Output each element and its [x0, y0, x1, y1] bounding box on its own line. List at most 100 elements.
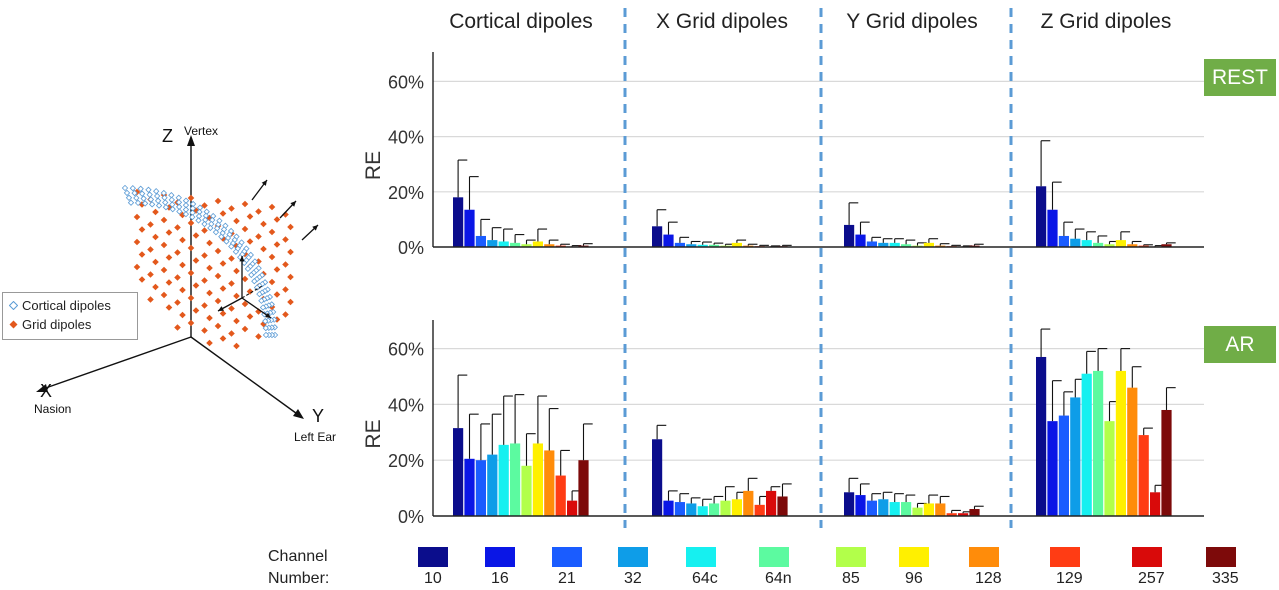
cortical-dipole-marker — [121, 184, 129, 192]
bar-rest-64c — [697, 244, 708, 247]
local-axis-arrow-head — [218, 306, 224, 311]
cortical-dipole-marker — [253, 284, 261, 291]
local-axis-arrow-head — [265, 312, 271, 318]
cortical-dipole-marker — [264, 286, 271, 293]
grid-dipole-marker — [241, 275, 249, 283]
bar-rest-10 — [844, 224, 855, 247]
cortical-dipole-marker — [155, 202, 163, 209]
grid-dipole-marker — [219, 210, 227, 217]
grid-dipole-marker — [233, 267, 240, 275]
bar-ar-129 — [1138, 435, 1149, 516]
local-axis-arrow — [241, 297, 272, 319]
channel-swatch — [418, 546, 448, 567]
bar-ar-128 — [935, 503, 946, 516]
grid-dipole-marker — [246, 313, 254, 320]
grid-dipole-marker — [174, 224, 181, 231]
bar-ar-21 — [674, 502, 685, 516]
channel-swatch — [1132, 546, 1162, 567]
cortical-dipole-marker — [259, 304, 267, 311]
grid-dipole-marker — [201, 277, 208, 284]
column-title-y-grid: Y Grid dipoles — [846, 10, 978, 33]
grid-dipole-marker — [287, 248, 294, 256]
bar-ar-21 — [866, 500, 877, 516]
grid-dipole-marker — [138, 251, 146, 258]
cortical-dipole-marker — [258, 297, 265, 304]
y-tick-label: 20% — [388, 451, 424, 471]
grid-dipole-marker — [192, 282, 200, 289]
grid-dipole-marker — [138, 276, 146, 283]
grid-dipole-marker — [179, 311, 186, 319]
bar-ar-129 — [754, 504, 765, 516]
cortical-dipole-marker — [244, 265, 252, 273]
bar-ar-128 — [743, 490, 754, 516]
grid-dipole-marker — [214, 197, 222, 205]
grid-dipole-marker — [273, 241, 281, 248]
grid-dipole-marker — [152, 283, 159, 291]
cortical-dipole-marker — [256, 274, 263, 281]
legend-label-cortical: Cortical dipoles — [22, 298, 111, 313]
cortical-dipole-marker — [146, 191, 153, 198]
axis-z-sub-label: Vertex — [184, 124, 218, 138]
grid-dipole-marker — [179, 236, 186, 244]
channel-label: 129 — [1056, 570, 1083, 587]
cortical-dipole-marker — [131, 189, 138, 197]
bar-rest-64n — [709, 244, 720, 247]
bar-ar-64n — [510, 443, 521, 516]
grid-dipole-marker — [160, 241, 168, 249]
bar-rest-128 — [544, 244, 555, 247]
channel-legend-item: 128 — [969, 546, 1002, 587]
channel-swatch — [1206, 546, 1236, 567]
bar-ar-257 — [567, 500, 578, 516]
channel-label: 257 — [1138, 570, 1165, 587]
open-diamond-icon — [8, 300, 19, 311]
bar-ar-32 — [487, 454, 498, 516]
grid-dipole-marker — [219, 310, 227, 317]
cortical-dipole-marker — [127, 199, 135, 206]
bar-rest-16 — [663, 234, 674, 247]
grid-dipole-marker — [187, 219, 195, 227]
cortical-dipole-marker — [137, 185, 144, 192]
y-tick-label: 40% — [388, 395, 424, 415]
channel-label: 10 — [424, 570, 442, 587]
bar-rest-64c — [498, 241, 509, 247]
grid-dipole-marker — [228, 330, 235, 337]
bar-rest-96 — [1115, 240, 1126, 247]
grid-dipole-marker — [179, 286, 186, 294]
y-tick-label: 60% — [388, 340, 424, 360]
channel-label: 64n — [765, 570, 792, 587]
grid-dipole-marker — [152, 233, 159, 241]
bar-rest-21 — [674, 242, 685, 247]
channel-swatch — [899, 546, 929, 567]
grid-dipole-marker — [147, 246, 154, 253]
cortical-dipole-marker — [256, 290, 263, 298]
grid-dipole-marker — [260, 220, 267, 228]
bar-ar-10 — [652, 439, 663, 516]
grid-dipole-marker — [241, 225, 249, 233]
grid-dipole-marker — [201, 227, 208, 234]
grid-dipole-marker — [228, 280, 235, 287]
grid-dipole-marker — [174, 274, 181, 281]
chart-axes — [432, 52, 1204, 517]
bar-ar-128 — [544, 450, 555, 516]
grid-dipole-marker — [187, 269, 195, 277]
cortical-dipole-marker — [201, 220, 208, 228]
grid-dipole-marker — [241, 200, 249, 208]
grid-dipole-marker — [133, 263, 141, 271]
normal-arrow-head — [312, 225, 318, 231]
grid-dipole-marker — [246, 238, 254, 245]
grid-dipole-marker — [201, 252, 208, 259]
channel-legend-item: 64c — [686, 546, 718, 587]
bar-ar-335 — [777, 496, 788, 516]
channel-swatch — [552, 546, 582, 567]
cortical-dipole-marker — [182, 210, 190, 218]
cortical-dipole-marker — [168, 192, 175, 199]
bar-rest-64n — [1093, 242, 1104, 247]
grid-dipole-marker — [246, 213, 254, 220]
grid-dipole-marker — [174, 249, 181, 256]
cortical-dipole-marker — [262, 318, 269, 325]
bar-ar-85 — [720, 500, 731, 516]
grid-dipole-marker — [187, 194, 195, 202]
condition-badge-ar: AR — [1204, 326, 1276, 363]
cortical-dipole-marker — [148, 201, 156, 208]
grid-dipole-marker — [228, 305, 235, 312]
